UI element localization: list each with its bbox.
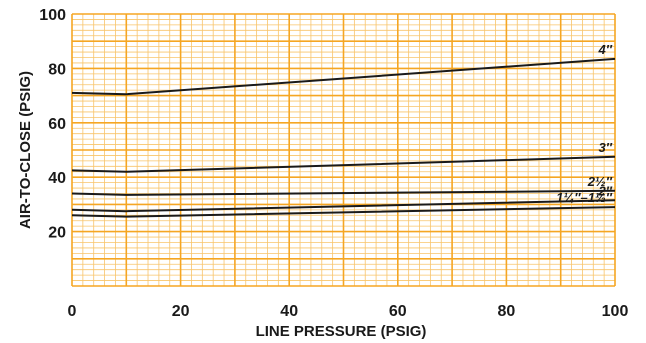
series-label-0: 4″	[598, 42, 613, 57]
y-tick-label-0: 20	[48, 225, 66, 242]
x-tick-labels: 0 20 40 60 80 100	[68, 303, 629, 320]
series-group: 4″ 3″ 2½″2″1¼″–1½″	[71, 42, 616, 218]
x-tick-label-3: 60	[389, 303, 407, 320]
x-tick-label-1: 20	[172, 303, 190, 320]
series-label-1: 3″	[599, 140, 613, 155]
y-tick-label-2: 60	[48, 116, 66, 133]
series-label-4: 1¼″–1½″	[556, 190, 613, 205]
series-line-0	[71, 57, 616, 96]
x-tick-label-5: 100	[602, 303, 629, 320]
series-line-2	[71, 189, 616, 196]
series-line-1	[71, 155, 616, 173]
series-label-2: 2½″	[587, 174, 613, 189]
x-tick-label-2: 40	[280, 303, 298, 320]
x-axis-title: LINE PRESSURE (PSIG)	[256, 323, 427, 340]
x-tick-label-0: 0	[68, 303, 77, 320]
y-tick-label-3: 80	[48, 61, 66, 78]
y-axis-title: AIR-TO-CLOSE (PSIG)	[17, 71, 34, 229]
series-label-3: 2″	[598, 183, 613, 198]
series-line-3	[71, 199, 616, 213]
y-tick-label-1: 40	[48, 170, 66, 187]
series-line-4	[71, 206, 616, 218]
y-tick-label-4: 100	[39, 7, 66, 24]
x-tick-label-4: 80	[498, 303, 516, 320]
y-tick-labels: 20 40 60 80 100	[39, 7, 66, 242]
